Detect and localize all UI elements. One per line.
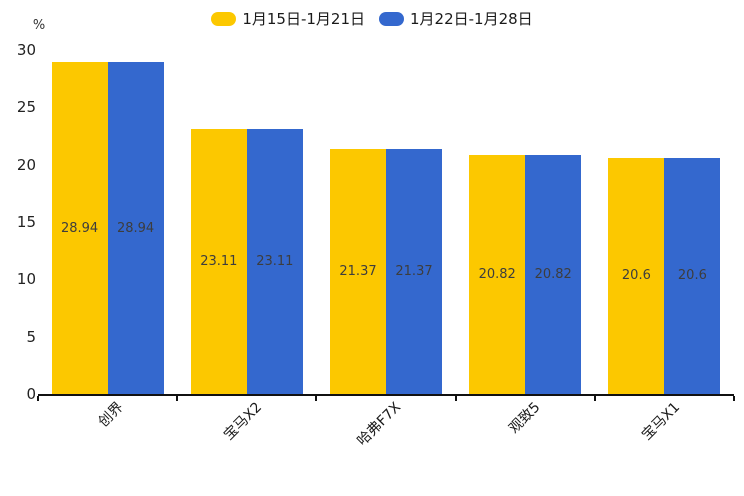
legend-swatch-icon — [379, 12, 404, 26]
y-axis-unit-label: % — [32, 18, 46, 33]
bar: 28.94 — [51, 62, 108, 394]
legend-label: 1月22日-1月28日 — [410, 9, 533, 28]
y-tick-label: 10 — [16, 270, 36, 289]
x-axis-tick — [454, 396, 457, 401]
x-axis-tick — [176, 396, 179, 401]
y-tick-label: 25 — [16, 98, 36, 117]
bar: 28.94 — [107, 62, 164, 394]
plot-area: 28.94 28.94 23.11 23.11 21.37 21.37 20.82 20.82… — [37, 50, 735, 401]
y-tick-label: 15 — [16, 213, 36, 231]
bar-value-label: 23.11 — [200, 254, 238, 269]
bar: 20.6 — [608, 157, 665, 394]
bar: 21.37 — [330, 148, 386, 394]
bar-value-label: 20.82 — [534, 267, 572, 283]
bar: 20.82 — [525, 155, 582, 394]
x-axis-tick — [593, 396, 596, 401]
bar-value-label: 21.37 — [395, 263, 433, 279]
bar-value-label: 20.6 — [621, 268, 651, 284]
x-category-label: 宝马X1 — [638, 399, 683, 444]
bar: 20.82 — [469, 155, 526, 394]
x-axis-tick — [733, 396, 735, 401]
bar: 21.37 — [386, 148, 442, 394]
y-tick-label: 0 — [26, 385, 36, 403]
bar-value-label: 21.37 — [339, 263, 377, 279]
bar-value-label: 28.94 — [60, 220, 99, 236]
x-category-label: 观致5 — [506, 399, 544, 437]
bar-value-label: 20.82 — [478, 267, 516, 283]
x-axis-tick — [37, 396, 39, 401]
x-category-label: 宝马X2 — [221, 399, 266, 444]
x-category-label: 哈弗F7X — [354, 399, 405, 450]
bar-value-label: 20.6 — [677, 268, 707, 284]
bar: 23.11 — [246, 129, 303, 394]
x-axis-tick — [315, 396, 318, 401]
legend-label: 1月15日-1月21日 — [242, 9, 365, 28]
y-tick-label: 5 — [26, 327, 36, 346]
legend-item[interactable]: 1月22日-1月28日 — [379, 9, 533, 28]
x-category-label: 创界 — [95, 399, 127, 431]
y-tick-label: 20 — [16, 155, 36, 174]
y-tick-label: 30 — [16, 41, 36, 59]
bar: 20.6 — [664, 157, 721, 394]
bar-value-label: 28.94 — [116, 220, 155, 236]
chart-legend: 1月15日-1月21日 1月22日-1月28日 — [0, 9, 744, 29]
x-axis-category-labels: 创界 宝马X2 哈弗F7X 观致5 宝马X1 — [38, 399, 734, 490]
bar: 23.11 — [190, 129, 247, 394]
legend-item[interactable]: 1月15日-1月21日 — [211, 9, 365, 28]
bar-value-label: 23.11 — [256, 254, 294, 269]
legend-swatch-icon — [211, 12, 237, 26]
